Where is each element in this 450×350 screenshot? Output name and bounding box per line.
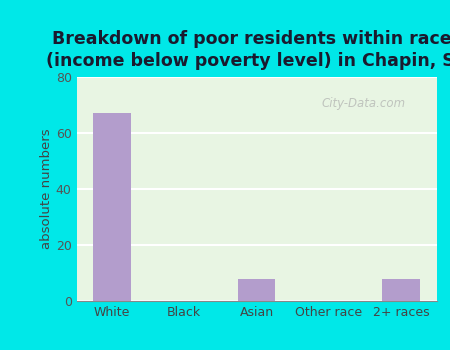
Y-axis label: absolute numbers: absolute numbers	[40, 129, 53, 249]
Text: City-Data.com: City-Data.com	[321, 97, 405, 110]
Title: Breakdown of poor residents within races
(income below poverty level) in Chapin,: Breakdown of poor residents within races…	[46, 30, 450, 70]
Bar	[93, 113, 130, 301]
Bar	[238, 279, 275, 301]
Bar	[382, 279, 420, 301]
